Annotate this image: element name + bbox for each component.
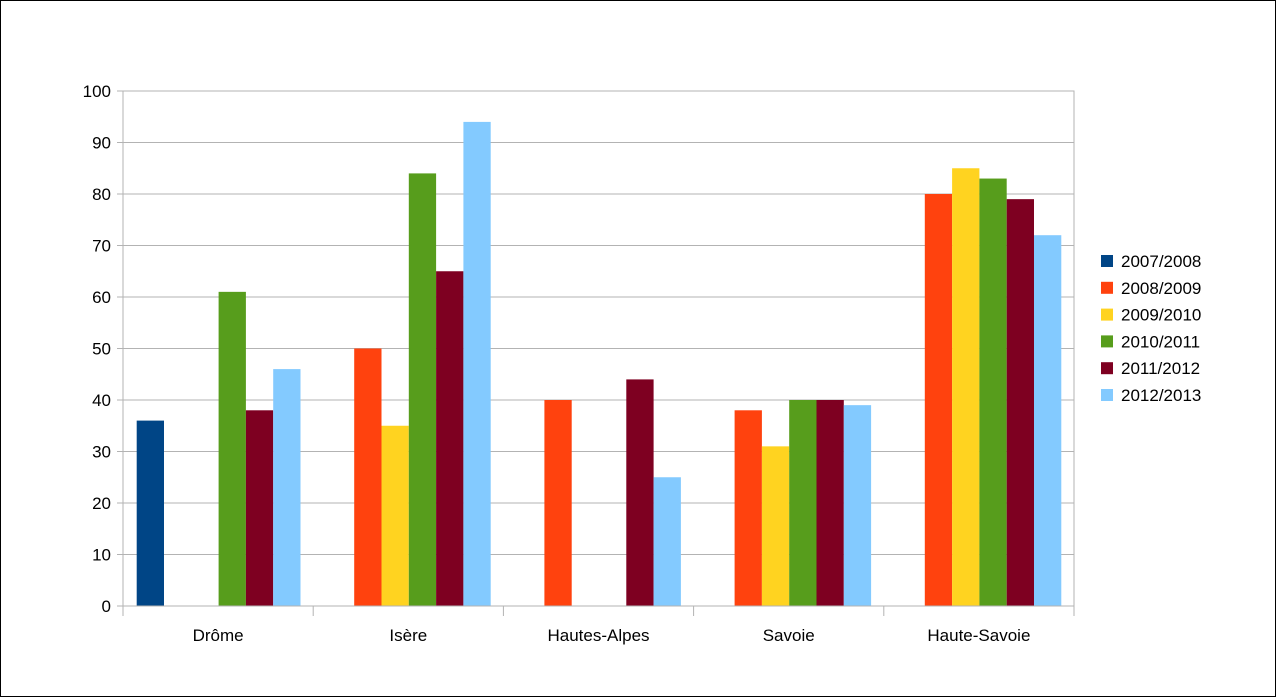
bar-2008-2009-Haute-Savoie <box>924 194 953 606</box>
bar-2012-2013-Haute-Savoie <box>1034 235 1062 606</box>
bar-2011-2012-Hautes-Alpes <box>626 379 654 606</box>
bar-2008-2009-Savoie <box>734 410 762 606</box>
y-tick-label: 30 <box>92 443 111 462</box>
x-tick-label: Savoie <box>763 626 815 645</box>
legend-swatch <box>1101 308 1113 321</box>
y-tick-label: 10 <box>92 546 111 565</box>
legend-label: 2009/2010 <box>1121 306 1201 325</box>
y-tick-label: 0 <box>102 597 111 616</box>
bar-2008-2009-Hautes-Alpes <box>544 400 572 606</box>
bar-2012-2013-Savoie <box>843 405 872 606</box>
legend-label: 2010/2011 <box>1121 332 1200 351</box>
bar-2009-2010-Isère <box>381 425 409 606</box>
bar-2009-2010-Savoie <box>761 446 790 606</box>
legend-swatch <box>1101 389 1113 401</box>
legend-swatch <box>1101 335 1113 348</box>
x-tick-label: Haute-Savoie <box>927 626 1030 645</box>
legend-swatch <box>1101 362 1113 375</box>
bar-2011-2012-Haute-Savoie <box>1006 199 1034 606</box>
bar-2010-2011-Isère <box>408 173 437 606</box>
legend-label: 2007/2008 <box>1121 252 1201 271</box>
y-tick-label: 60 <box>92 288 111 307</box>
bar-2011-2012-Savoie <box>816 400 844 606</box>
bar-2011-2012-Drôme <box>245 410 274 606</box>
bar-2009-2010-Haute-Savoie <box>952 168 980 606</box>
bar-2010-2011-Haute-Savoie <box>979 178 1007 607</box>
legend-label: 2011/2012 <box>1121 359 1200 378</box>
y-tick-label: 100 <box>83 82 111 101</box>
x-axis-ticks: Drôme Isère Hautes-Alpes Savoie Haute-Savoie <box>122 606 1075 645</box>
x-tick-label: Drôme <box>193 626 244 645</box>
bar-2010-2011-Savoie <box>789 400 817 606</box>
legend-swatch <box>1101 255 1113 267</box>
y-tick-label: 70 <box>92 237 111 256</box>
y-tick-label: 40 <box>92 391 111 410</box>
bar-2012-2013-Drôme <box>273 369 301 606</box>
x-tick-label: Isère <box>389 626 427 645</box>
legend-swatch <box>1101 281 1113 294</box>
y-tick-label: 50 <box>92 340 111 359</box>
bar-2012-2013-Hautes-Alpes <box>653 477 681 606</box>
legend-label: 2008/2009 <box>1121 279 1201 298</box>
bars <box>136 121 1062 607</box>
bar-2010-2011-Drôme <box>218 291 246 606</box>
y-axis-ticks: 0 10 20 30 40 50 60 70 80 90 100 <box>83 82 123 616</box>
legend-label: 2012/2013 <box>1121 386 1201 405</box>
bar-2012-2013-Isère <box>463 121 491 607</box>
bar-2011-2012-Isère <box>436 271 464 606</box>
x-tick-label: Hautes-Alpes <box>547 626 649 645</box>
legend: 2007/2008 2008/2009 2009/2010 2010/2011 2011… <box>1101 252 1201 405</box>
y-tick-label: 20 <box>92 494 111 513</box>
bar-2008-2009-Isère <box>354 348 382 606</box>
y-tick-label: 90 <box>92 134 111 153</box>
y-tick-label: 80 <box>92 185 111 204</box>
bar-2007-2008-Drôme <box>136 420 164 606</box>
